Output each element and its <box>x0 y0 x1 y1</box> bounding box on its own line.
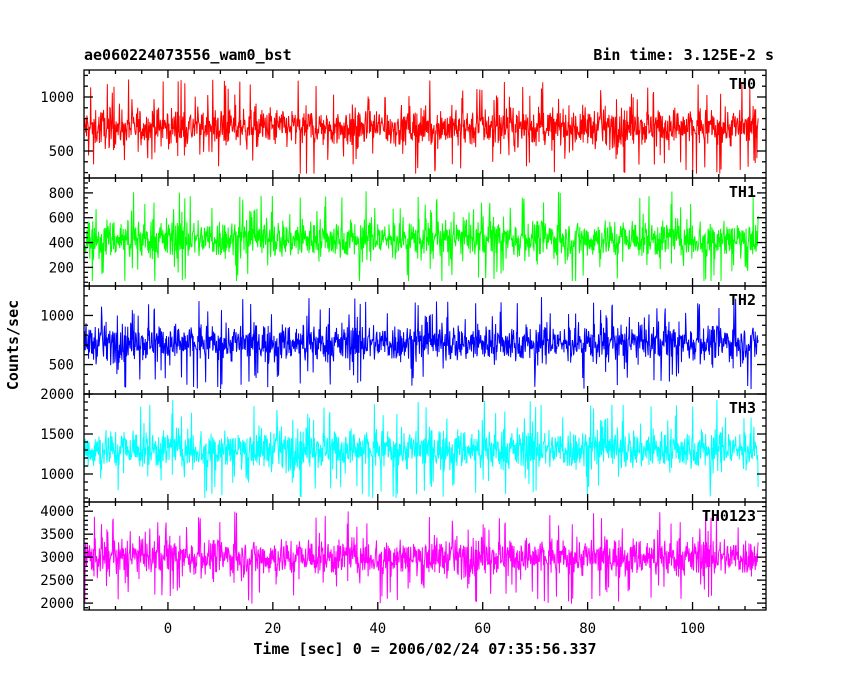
y-tick-label: 3500 <box>40 527 74 543</box>
panel-th1: 200 400 600 800 TH1 <box>49 177 767 287</box>
y-tick-label: 800 <box>49 186 74 202</box>
series-line-th3 <box>84 399 759 499</box>
x-tick-label: 60 <box>474 621 491 637</box>
series-label-th0123: TH0123 <box>702 507 756 525</box>
x-tick-label: 100 <box>680 621 705 637</box>
y-tick-label: 4000 <box>40 504 74 520</box>
y-tick-label: 500 <box>49 144 74 160</box>
panel-th3: 1000 1500 2000 TH3 <box>40 387 767 503</box>
panel-th0123: 2000 2500 3000 3500 4000 TH0123 <box>40 501 767 612</box>
x-tick-label: 80 <box>579 621 596 637</box>
series-label-th1: TH1 <box>729 183 756 201</box>
series-line-th2 <box>84 297 759 390</box>
chart-subtitle: Bin time: 3.125E-2 s <box>593 46 774 64</box>
series-label-th2: TH2 <box>729 291 756 309</box>
y-tick-label: 2000 <box>40 596 74 612</box>
y-tick-label: 200 <box>49 260 74 276</box>
y-axis-label: Counts/sec <box>4 300 22 390</box>
x-tick-label: 0 <box>164 621 172 637</box>
y-tick-label: 600 <box>49 211 74 227</box>
y-tick-label: 1000 <box>40 467 74 483</box>
series-label-th3: TH3 <box>729 399 756 417</box>
panel-th2: 500 1000 TH2 <box>40 285 767 395</box>
y-tick-label: 1500 <box>40 427 74 443</box>
y-tick-label: 2000 <box>40 387 74 403</box>
y-tick-label: 1000 <box>40 90 74 106</box>
series-line-th0 <box>84 79 759 174</box>
chart-title: ae060224073556_wam0_bst <box>84 46 292 64</box>
y-tick-label: 1000 <box>40 308 74 324</box>
panel-th0: 500 1000 TH0 <box>40 69 767 179</box>
y-tick-label: 500 <box>49 358 74 374</box>
series-line-th0123 <box>84 511 759 604</box>
y-tick-label: 3000 <box>40 550 74 566</box>
series-label-th0: TH0 <box>729 75 756 93</box>
x-tick-label: 20 <box>264 621 281 637</box>
x-axis-label: Time [sec] 0 = 2006/02/24 07:35:56.337 <box>253 640 596 658</box>
y-tick-label: 2500 <box>40 573 74 589</box>
y-tick-label: 400 <box>49 236 74 252</box>
x-tick-label: 40 <box>369 621 386 637</box>
panel-frame-th0123 <box>83 501 767 611</box>
series-line-th1 <box>84 191 759 282</box>
